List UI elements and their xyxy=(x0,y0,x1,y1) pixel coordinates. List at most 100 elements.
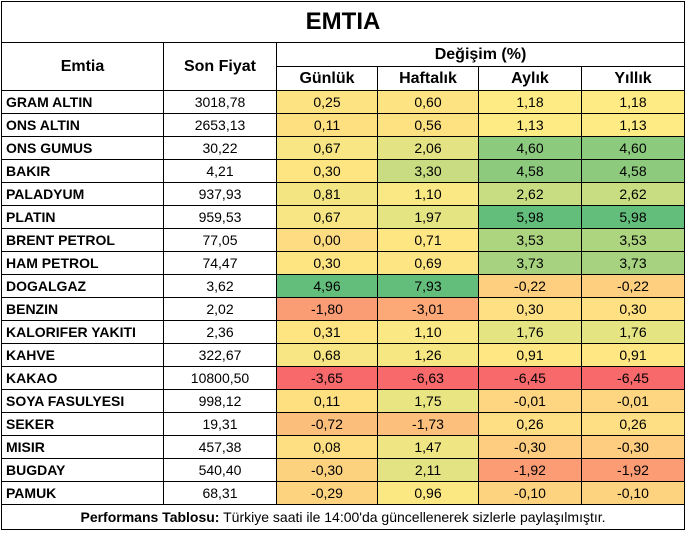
commodity-name: DOGALGAZ xyxy=(1,274,164,298)
commodity-table: EMTIA Emtia Son Fiyat Değişim (%) Günlük… xyxy=(0,1,686,530)
change-gunluk: 0,30 xyxy=(276,251,378,275)
last-price: 3,62 xyxy=(163,274,277,298)
table-row: ONS ALTIN 2653,13 0,11 0,56 1,13 1,13 xyxy=(1,113,686,137)
change-gunluk: 0,81 xyxy=(276,182,378,206)
column-header-aylik: Aylık xyxy=(478,66,582,91)
change-yillik: -0,30 xyxy=(580,435,686,459)
change-haftalik: 1,26 xyxy=(377,343,479,367)
table-row: PALADYUM 937,93 0,81 1,10 2,62 2,62 xyxy=(1,182,686,206)
change-yillik: 1,13 xyxy=(580,113,686,137)
change-yillik: -0,01 xyxy=(580,389,686,413)
change-gunluk: -0,29 xyxy=(276,481,378,505)
change-yillik: 0,26 xyxy=(580,412,686,436)
last-price: 2,36 xyxy=(163,320,277,344)
last-price: 3018,78 xyxy=(163,90,277,114)
last-price: 4,21 xyxy=(163,159,277,183)
change-yillik: 1,18 xyxy=(580,90,686,114)
column-header-gunluk: Günlük xyxy=(276,66,378,91)
change-yillik: 0,91 xyxy=(580,343,686,367)
change-yillik: 4,58 xyxy=(580,159,686,183)
change-aylik: 5,98 xyxy=(478,205,582,229)
change-gunluk: -3,65 xyxy=(276,366,378,390)
change-aylik: 0,91 xyxy=(478,343,582,367)
commodity-name: KAHVE xyxy=(1,343,164,367)
column-header-emtia: Emtia xyxy=(1,42,164,91)
table-row: GRAM ALTIN 3018,78 0,25 0,60 1,18 1,18 xyxy=(1,90,686,114)
change-haftalik: 7,93 xyxy=(377,274,479,298)
table-row: KAKAO 10800,50 -3,65 -6,63 -6,45 -6,45 xyxy=(1,366,686,390)
change-aylik: -0,10 xyxy=(478,481,582,505)
last-price: 10800,50 xyxy=(163,366,277,390)
change-gunluk: 0,67 xyxy=(276,136,378,160)
last-price: 68,31 xyxy=(163,481,277,505)
commodity-name: BAKIR xyxy=(1,159,164,183)
table-row: MISIR 457,38 0,08 1,47 -0,30 -0,30 xyxy=(1,435,686,459)
commodity-name: KAKAO xyxy=(1,366,164,390)
last-price: 30,22 xyxy=(163,136,277,160)
change-haftalik: -1,73 xyxy=(377,412,479,436)
table-body: GRAM ALTIN 3018,78 0,25 0,60 1,18 1,18 ONS ALT… xyxy=(1,90,686,505)
commodity-name: PALADYUM xyxy=(1,182,164,206)
last-price: 322,67 xyxy=(163,343,277,367)
change-yillik: 3,53 xyxy=(580,228,686,252)
change-gunluk: -0,30 xyxy=(276,458,378,482)
change-haftalik: 0,60 xyxy=(377,90,479,114)
change-aylik: 3,73 xyxy=(478,251,582,275)
change-gunluk: 0,08 xyxy=(276,435,378,459)
change-aylik: 1,76 xyxy=(478,320,582,344)
change-gunluk: -0,72 xyxy=(276,412,378,436)
change-haftalik: 1,75 xyxy=(377,389,479,413)
change-haftalik: 1,47 xyxy=(377,435,479,459)
change-aylik: 1,18 xyxy=(478,90,582,114)
table-row: SEKER 19,31 -0,72 -1,73 0,26 0,26 xyxy=(1,412,686,436)
commodity-name: GRAM ALTIN xyxy=(1,90,164,114)
change-yillik: 3,73 xyxy=(580,251,686,275)
change-haftalik: 3,30 xyxy=(377,159,479,183)
commodity-name: BENZIN xyxy=(1,297,164,321)
change-gunluk: -1,80 xyxy=(276,297,378,321)
change-gunluk: 0,30 xyxy=(276,159,378,183)
commodity-name: MISIR xyxy=(1,435,164,459)
change-haftalik: 2,06 xyxy=(377,136,479,160)
change-gunluk: 0,31 xyxy=(276,320,378,344)
commodity-name: PLATIN xyxy=(1,205,164,229)
column-header-yillik: Yıllık xyxy=(580,66,686,91)
change-gunluk: 0,68 xyxy=(276,343,378,367)
commodity-name: PAMUK xyxy=(1,481,164,505)
commodity-name: BUGDAY xyxy=(1,458,164,482)
column-header-son-fiyat: Son Fiyat xyxy=(163,42,277,91)
table-row: SOYA FASULYESI 998,12 0,11 1,75 -0,01 -0,01 xyxy=(1,389,686,413)
table-row: PAMUK 68,31 -0,29 0,96 -0,10 -0,10 xyxy=(1,481,686,505)
change-yillik: 0,30 xyxy=(580,297,686,321)
change-gunluk: 0,11 xyxy=(276,389,378,413)
commodity-table-sheet: EMTIA Emtia Son Fiyat Değişim (%) Günlük… xyxy=(0,1,686,530)
change-aylik: 1,13 xyxy=(478,113,582,137)
change-yillik: -0,22 xyxy=(580,274,686,298)
commodity-name: ONS ALTIN xyxy=(1,113,164,137)
table-row: KAHVE 322,67 0,68 1,26 0,91 0,91 xyxy=(1,343,686,367)
commodity-name: HAM PETROL xyxy=(1,251,164,275)
last-price: 74,47 xyxy=(163,251,277,275)
change-gunluk: 0,00 xyxy=(276,228,378,252)
last-price: 540,40 xyxy=(163,458,277,482)
last-price: 937,93 xyxy=(163,182,277,206)
change-yillik: -1,92 xyxy=(580,458,686,482)
commodity-name: SEKER xyxy=(1,412,164,436)
change-haftalik: -6,63 xyxy=(377,366,479,390)
commodity-name: BRENT PETROL xyxy=(1,228,164,252)
table-row: BUGDAY 540,40 -0,30 2,11 -1,92 -1,92 xyxy=(1,458,686,482)
table-title: EMTIA xyxy=(0,1,686,43)
change-haftalik: 2,11 xyxy=(377,458,479,482)
column-group-degisim: Değişim (%) xyxy=(275,42,686,67)
change-aylik: 0,26 xyxy=(478,412,582,436)
footer-text: Türkiye saati ile 14:00'da güncellenerek… xyxy=(219,509,606,525)
change-aylik: 4,58 xyxy=(478,159,582,183)
change-gunluk: 4,96 xyxy=(276,274,378,298)
table-row: KALORIFER YAKITI 2,36 0,31 1,10 1,76 1,76 xyxy=(1,320,686,344)
table-row: ONS GUMUS 30,22 0,67 2,06 4,60 4,60 xyxy=(1,136,686,160)
change-aylik: 4,60 xyxy=(478,136,582,160)
change-haftalik: 0,96 xyxy=(377,481,479,505)
change-aylik: -0,22 xyxy=(478,274,582,298)
footer-bold-label: Performans Tablosu: xyxy=(80,509,220,525)
last-price: 2,02 xyxy=(163,297,277,321)
